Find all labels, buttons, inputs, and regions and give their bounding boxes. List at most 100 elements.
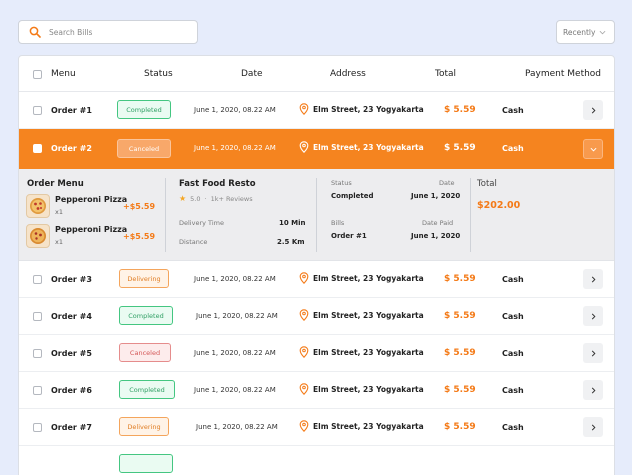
location-pin-icon — [299, 272, 309, 284]
status-value: Completed — [331, 192, 374, 200]
bills-value: Order #1 — [331, 232, 367, 240]
order-total: $ 5.59 — [444, 348, 476, 358]
distance-label: Distance — [179, 238, 208, 246]
payment-method: Cash — [502, 144, 524, 153]
chevron-right-icon — [591, 350, 595, 356]
collapse-row-button[interactable] — [583, 139, 603, 159]
row-checkbox[interactable] — [33, 275, 42, 284]
row-checkbox[interactable] — [33, 423, 42, 432]
item-quantity: x1 — [55, 238, 63, 246]
pizza-icon — [30, 228, 46, 244]
expand-row-button[interactable] — [583, 380, 603, 400]
total-value: $202.00 — [477, 200, 521, 211]
table-row[interactable]: Order #1 Completed June 1, 2020, 08.22 A… — [19, 92, 614, 129]
order-date: June 1, 2020, 08.22 AM — [194, 349, 276, 357]
divider — [165, 178, 166, 252]
location-pin-icon — [299, 346, 309, 358]
order-date: June 1, 2020, 08.22 AM — [194, 144, 276, 152]
order-id: Order #1 — [51, 106, 92, 115]
chevron-right-icon — [591, 276, 595, 282]
status-badge: Delivering — [119, 269, 169, 288]
pizza-image — [26, 194, 50, 218]
pizza-icon — [30, 198, 46, 214]
order-address: Elm Street, 23 Yogyakarta — [299, 272, 424, 284]
order-id: Order #4 — [51, 312, 92, 321]
table-row[interactable]: Order #5 Canceled June 1, 2020, 08.22 AM… — [19, 335, 614, 372]
date-paid-value: June 1, 2020 — [411, 232, 461, 240]
row-checkbox[interactable] — [33, 106, 42, 115]
total-label: Total — [477, 179, 497, 189]
table-row[interactable]: Order #7 Delivering June 1, 2020, 08.22 … — [19, 409, 614, 446]
star-icon: ★ — [179, 194, 187, 203]
row-checkbox[interactable] — [33, 312, 42, 321]
order-id: Order #7 — [51, 423, 92, 432]
bills-label: Bills — [331, 219, 345, 227]
payment-method: Cash — [502, 106, 524, 115]
date-paid-label: Date Paid — [422, 219, 454, 227]
status-badge: Completed — [119, 380, 175, 399]
sort-label: Recently — [563, 27, 596, 37]
location-pin-icon — [299, 309, 309, 321]
date-label: Date — [439, 179, 455, 187]
row-checkbox[interactable] — [33, 349, 42, 358]
order-date: June 1, 2020, 08.22 AM — [196, 423, 278, 431]
order-address: Elm Street, 23 Yogyakarta — [299, 309, 424, 321]
item-quantity: x1 — [55, 208, 63, 216]
payment-method: Cash — [502, 386, 524, 395]
select-all-checkbox[interactable] — [33, 70, 42, 79]
status-badge: Completed — [119, 306, 173, 325]
expand-row-button[interactable] — [583, 417, 603, 437]
status-label: Status — [331, 179, 352, 187]
order-date: June 1, 2020, 08.22 AM — [194, 106, 276, 114]
location-pin-icon — [299, 141, 309, 153]
row-checkbox[interactable] — [33, 144, 42, 153]
sort-dropdown[interactable]: Recently — [556, 20, 615, 44]
col-status: Status — [144, 69, 173, 79]
orders-table: Menu Status Date Address Total Payment M… — [18, 55, 615, 475]
col-payment: Payment Method — [525, 69, 602, 79]
expand-row-button[interactable] — [583, 306, 603, 326]
item-price: +$5.59 — [123, 232, 156, 241]
chevron-right-icon — [591, 387, 595, 393]
table-row-partial[interactable] — [19, 446, 614, 475]
order-menu-title: Order Menu — [27, 179, 84, 189]
order-id: Order #2 — [51, 144, 92, 153]
chevron-down-icon — [599, 30, 606, 34]
item-name: Pepperoni Pizza — [55, 225, 128, 234]
distance-value: 2.5 Km — [277, 238, 305, 246]
search-box[interactable] — [18, 20, 198, 44]
payment-method: Cash — [502, 349, 524, 358]
col-total: Total — [435, 69, 457, 79]
order-address: Elm Street, 23 Yogyakarta — [299, 346, 424, 358]
order-date: June 1, 2020, 08.22 AM — [194, 275, 276, 283]
expand-row-button[interactable] — [583, 269, 603, 289]
chevron-down-icon — [590, 147, 596, 151]
order-total: $ 5.59 — [444, 105, 476, 115]
order-total: $ 5.59 — [444, 274, 476, 284]
table-row[interactable]: Order #3 Delivering June 1, 2020, 08.22 … — [19, 261, 614, 298]
location-pin-icon — [299, 103, 309, 115]
order-address: Elm Street, 23 Yogyakarta — [299, 103, 424, 115]
item-price: +$5.59 — [123, 202, 156, 211]
order-total: $ 5.59 — [444, 422, 476, 432]
search-icon — [29, 26, 41, 38]
divider — [470, 178, 471, 252]
restaurant-name: Fast Food Resto — [179, 179, 256, 189]
search-input[interactable] — [49, 27, 189, 37]
order-detail-panel: Order Menu Pepperoni Pizza x1 +$5.59 Pep… — [19, 169, 614, 261]
restaurant-rating: ★ 5.0 · 1k+ Reviews — [179, 194, 253, 203]
pizza-image — [26, 224, 50, 248]
table-row[interactable]: Order #6 Completed June 1, 2020, 08.22 A… — [19, 372, 614, 409]
col-date: Date — [241, 69, 263, 79]
table-row-expanded[interactable]: Order #2 Canceled June 1, 2020, 08.22 AM… — [19, 129, 614, 169]
row-checkbox[interactable] — [33, 386, 42, 395]
expand-row-button[interactable] — [583, 100, 603, 120]
col-address: Address — [330, 69, 366, 79]
table-row[interactable]: Order #4 Completed June 1, 2020, 08.22 A… — [19, 298, 614, 335]
order-total: $ 5.59 — [444, 385, 476, 395]
expand-row-button[interactable] — [583, 343, 603, 363]
date-value: June 1, 2020 — [411, 192, 461, 200]
order-id: Order #6 — [51, 386, 92, 395]
order-date: June 1, 2020, 08.22 AM — [196, 312, 278, 320]
order-address: Elm Street, 23 Yogyakarta — [299, 383, 424, 395]
